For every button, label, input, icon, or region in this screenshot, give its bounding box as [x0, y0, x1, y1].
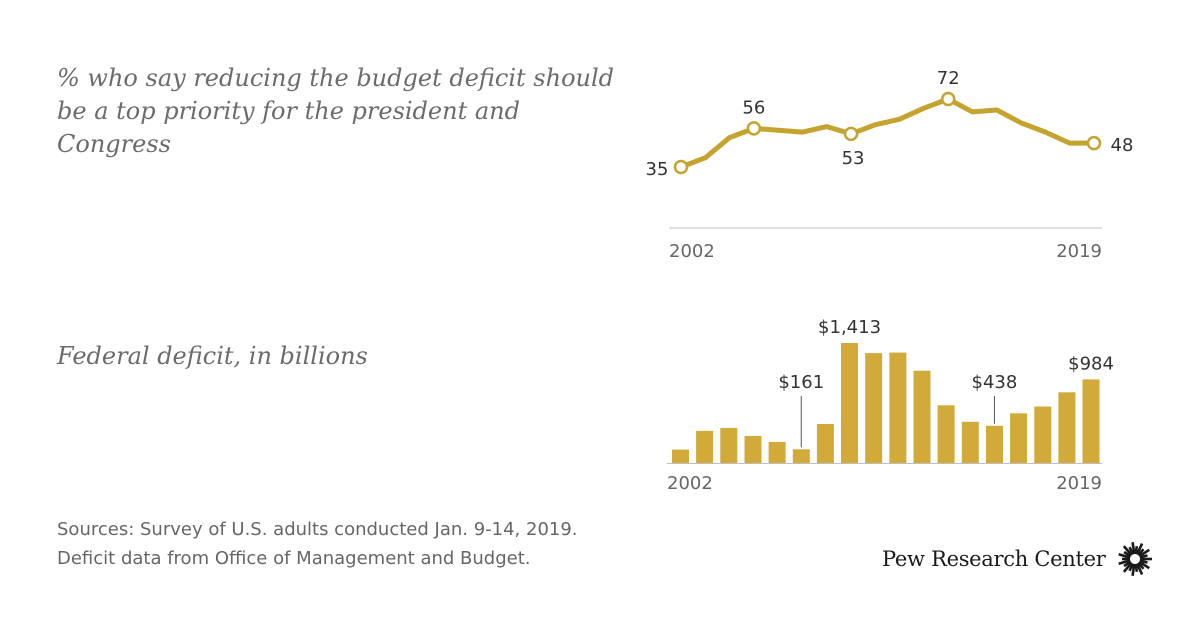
deficit-bar: [961, 421, 979, 463]
brand-logo: Pew Research Center: [882, 541, 1155, 577]
deficit-bar-chart: $161 $1,413 $438 $984 2002 2019: [667, 317, 1114, 494]
pew-burst-icon: [1118, 541, 1153, 577]
deficit-bar: [1058, 392, 1076, 463]
deficit-bar: [1034, 406, 1052, 463]
burst-ray: [1134, 563, 1139, 573]
burst-ray: [1137, 548, 1145, 557]
data-point-marker: [1086, 135, 1102, 151]
data-point-marker: [940, 91, 956, 107]
deficit-bar: [889, 352, 907, 463]
x-tick-label: 2002: [669, 241, 715, 262]
burst-ray: [1128, 546, 1135, 555]
data-point-marker: [746, 121, 762, 136]
sources-note: Sources: Survey of U.S. adults conducted…: [57, 515, 677, 573]
burst-ray: [1131, 563, 1137, 577]
burst-ray: [1123, 550, 1132, 558]
x-tick-label: 2002: [667, 473, 713, 494]
bar-data-label: $161: [778, 372, 824, 393]
brand-name: Pew Research Center: [882, 547, 1106, 571]
burst-ray: [1118, 552, 1132, 559]
bar-data-label: $438: [972, 372, 1018, 393]
data-label: 72: [937, 68, 960, 89]
burst-ray: [1123, 561, 1134, 573]
data-label: 35: [646, 159, 669, 180]
deficit-bar: [768, 441, 786, 463]
x-tick-label: 2019: [1056, 241, 1102, 262]
burst-ray: [1136, 543, 1144, 555]
data-point-marker: [843, 126, 859, 142]
burst-ray: [1139, 554, 1149, 559]
data-label: 56: [742, 97, 765, 118]
data-point-marker: [673, 159, 689, 175]
deficit-bar: [720, 427, 738, 463]
deficit-bar: [1010, 413, 1028, 463]
burst-ray: [1138, 548, 1151, 558]
priority-line-chart: 35 56 53 72 48 2002 2019: [646, 68, 1134, 262]
burst-ray: [1138, 560, 1151, 570]
deficit-bar: [672, 449, 689, 463]
deficit-bar: [792, 449, 810, 463]
line-chart-title: % who say reducing the budget deficit sh…: [57, 64, 615, 158]
burst-ray: [1128, 563, 1135, 572]
deficit-bar: [696, 430, 714, 463]
deficit-bar: [816, 424, 834, 463]
deficit-bar: [986, 425, 1003, 463]
burst-ray: [1123, 560, 1132, 568]
burst-ray: [1123, 545, 1134, 557]
deficit-bar: [865, 353, 883, 463]
bar-data-label: $1,413: [818, 317, 881, 338]
sources-line-1: Sources: Survey of U.S. adults conducted…: [57, 519, 578, 540]
deficit-bar: [937, 405, 955, 463]
bar-data-label: $984: [1068, 353, 1114, 374]
burst-ray: [1131, 541, 1137, 555]
burst-ray: [1136, 563, 1144, 575]
deficit-bar: [1082, 379, 1100, 463]
data-label: 53: [842, 148, 865, 169]
burst-ray: [1137, 561, 1145, 570]
burst-ray: [1139, 559, 1149, 564]
deficit-bar: [744, 436, 762, 463]
deficit-bar: [913, 370, 931, 463]
data-label: 48: [1111, 135, 1134, 156]
sources-line-2: Deficit data from Office of Management a…: [57, 548, 531, 569]
deficit-bar: [841, 343, 858, 463]
x-tick-label: 2019: [1056, 473, 1102, 494]
burst-ray: [1118, 559, 1132, 566]
burst-ray: [1134, 545, 1139, 555]
bar-chart-title: Federal deficit, in billions: [57, 342, 368, 370]
